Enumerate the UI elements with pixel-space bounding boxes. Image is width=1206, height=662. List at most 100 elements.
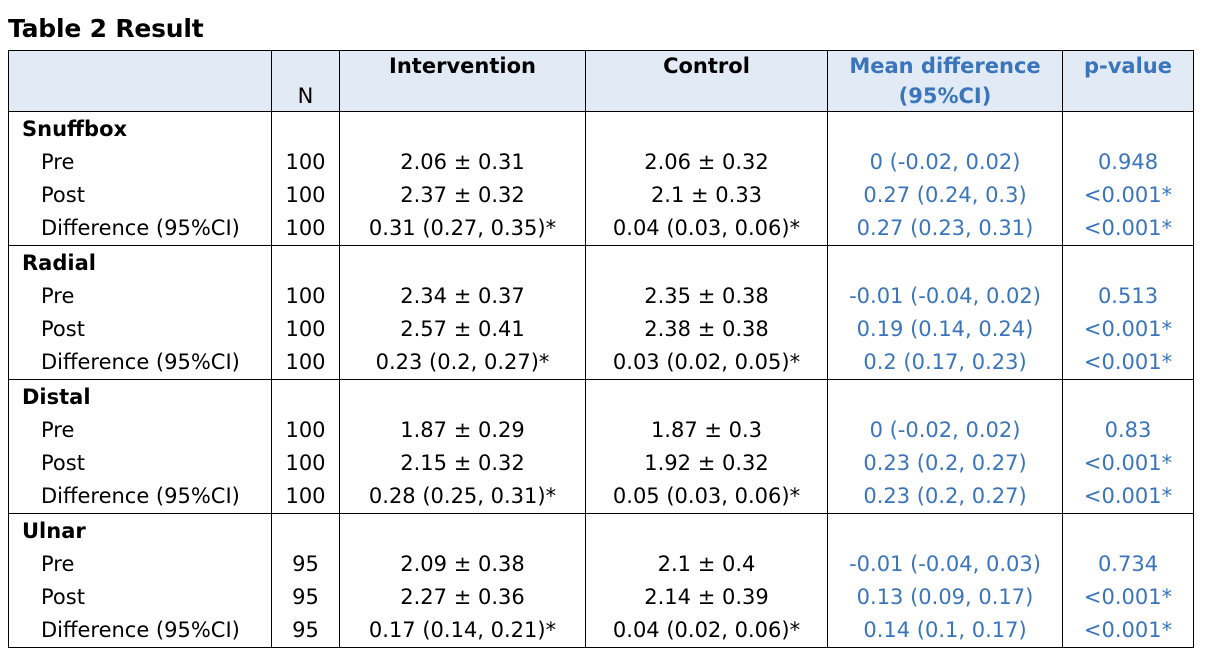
cell-p-value: 0.948 (1062, 146, 1194, 179)
cell-p-value: 0.734 (1062, 548, 1194, 581)
section-empty-cell (1062, 245, 1194, 280)
cell-intervention: 0.23 (0.2, 0.27)* (339, 346, 586, 380)
cell-intervention: 2.15 ± 0.32 (339, 447, 586, 480)
cell-control: 0.03 (0.02, 0.05)* (585, 346, 828, 380)
cell-control: 1.92 ± 0.32 (585, 447, 828, 480)
cell-mean-difference: -0.01 (-0.04, 0.03) (827, 548, 1063, 581)
cell-control: 2.14 ± 0.39 (585, 581, 828, 614)
row-label: Pre (8, 146, 272, 179)
cell-n: 100 (271, 447, 340, 480)
section-empty-cell (827, 245, 1063, 280)
cell-mean-difference: 0.27 (0.23, 0.31) (827, 212, 1063, 246)
cell-mean-difference: 0.13 (0.09, 0.17) (827, 581, 1063, 614)
cell-control: 0.04 (0.03, 0.06)* (585, 212, 828, 246)
section-empty-cell (1062, 379, 1194, 414)
cell-intervention: 2.09 ± 0.38 (339, 548, 586, 581)
cell-n: 100 (271, 280, 340, 313)
cell-mean-difference: 0.23 (0.2, 0.27) (827, 480, 1063, 514)
section-empty-cell (271, 111, 340, 146)
cell-p-value: <0.001* (1062, 447, 1194, 480)
cell-n: 100 (271, 146, 340, 179)
cell-intervention: 1.87 ± 0.29 (339, 414, 586, 447)
row-label: Difference (95%CI) (8, 614, 272, 648)
row-label: Difference (95%CI) (8, 212, 272, 246)
section-empty-cell (585, 245, 828, 280)
cell-n: 100 (271, 313, 340, 346)
section-empty-cell (585, 111, 828, 146)
cell-intervention: 2.57 ± 0.41 (339, 313, 586, 346)
cell-control: 2.06 ± 0.32 (585, 146, 828, 179)
section-row-distal: Distal (8, 379, 1194, 414)
cell-p-value: 0.513 (1062, 280, 1194, 313)
cell-n: 100 (271, 480, 340, 514)
table-row: Post 100 2.15 ± 0.32 1.92 ± 0.32 0.23 (0.2, … (8, 447, 1194, 480)
cell-mean-difference: -0.01 (-0.04, 0.02) (827, 280, 1063, 313)
cell-control: 0.05 (0.03, 0.06)* (585, 480, 828, 514)
cell-n: 95 (271, 548, 340, 581)
table-row: Pre 100 2.34 ± 0.37 2.35 ± 0.38 -0.01 (-0.04… (8, 280, 1194, 313)
cell-control: 2.1 ± 0.33 (585, 179, 828, 212)
cell-n: 95 (271, 581, 340, 614)
cell-mean-difference: 0 (-0.02, 0.02) (827, 146, 1063, 179)
row-label: Post (8, 313, 272, 346)
header-control: Control (585, 50, 828, 112)
header-p-value: p-value (1062, 50, 1194, 112)
cell-n: 100 (271, 179, 340, 212)
cell-intervention: 0.17 (0.14, 0.21)* (339, 614, 586, 648)
table-row: Post 95 2.27 ± 0.36 2.14 ± 0.39 0.13 (0.09, … (8, 581, 1194, 614)
cell-control: 1.87 ± 0.3 (585, 414, 828, 447)
section-row-ulnar: Ulnar (8, 513, 1194, 548)
header-n: N (271, 50, 340, 112)
table-row: Post 100 2.57 ± 0.41 2.38 ± 0.38 0.19 (0.14,… (8, 313, 1194, 346)
cell-mean-difference: 0.14 (0.1, 0.17) (827, 614, 1063, 648)
section-empty-cell (585, 379, 828, 414)
row-label: Pre (8, 280, 272, 313)
table-row: Difference (95%CI) 100 0.23 (0.2, 0.27)* 0.… (8, 346, 1194, 380)
cell-control: 2.38 ± 0.38 (585, 313, 828, 346)
section-label: Ulnar (8, 513, 272, 548)
table-header: N Intervention Control Mean difference (… (8, 50, 1194, 112)
cell-p-value: <0.001* (1062, 212, 1194, 246)
results-table: N Intervention Control Mean difference (… (8, 50, 1194, 648)
cell-mean-difference: 0.23 (0.2, 0.27) (827, 447, 1063, 480)
header-mean-difference-line1: Mean difference (849, 54, 1041, 78)
section-empty-cell (827, 111, 1063, 146)
cell-control: 2.35 ± 0.38 (585, 280, 828, 313)
table-row: Post 100 2.37 ± 0.32 2.1 ± 0.33 0.27 (0.24, … (8, 179, 1194, 212)
table-row: Difference (95%CI) 100 0.28 (0.25, 0.31)* 0… (8, 480, 1194, 514)
row-label: Difference (95%CI) (8, 346, 272, 380)
section-empty-cell (827, 513, 1063, 548)
cell-n: 100 (271, 346, 340, 380)
cell-intervention: 0.31 (0.27, 0.35)* (339, 212, 586, 246)
cell-p-value: <0.001* (1062, 581, 1194, 614)
cell-intervention: 0.28 (0.25, 0.31)* (339, 480, 586, 514)
table-row: Difference (95%CI) 100 0.31 (0.27, 0.35)* 0… (8, 212, 1194, 246)
table-row: Difference (95%CI) 95 0.17 (0.14, 0.21)* 0.… (8, 614, 1194, 648)
section-empty-cell (339, 513, 586, 548)
section-empty-cell (1062, 513, 1194, 548)
cell-n: 95 (271, 614, 340, 648)
cell-n: 100 (271, 414, 340, 447)
section-row-radial: Radial (8, 245, 1194, 280)
header-row: N Intervention Control Mean difference (… (8, 50, 1194, 112)
cell-p-value: <0.001* (1062, 346, 1194, 380)
section-empty-cell (271, 245, 340, 280)
section-empty-cell (1062, 111, 1194, 146)
cell-intervention: 2.06 ± 0.31 (339, 146, 586, 179)
section-label: Radial (8, 245, 272, 280)
cell-control: 0.04 (0.02, 0.06)* (585, 614, 828, 648)
section-row-snuffbox: Snuffbox (8, 111, 1194, 146)
row-label: Difference (95%CI) (8, 480, 272, 514)
cell-mean-difference: 0 (-0.02, 0.02) (827, 414, 1063, 447)
cell-mean-difference: 0.19 (0.14, 0.24) (827, 313, 1063, 346)
cell-intervention: 2.34 ± 0.37 (339, 280, 586, 313)
cell-intervention: 2.27 ± 0.36 (339, 581, 586, 614)
header-blank (8, 50, 272, 112)
section-empty-cell (271, 513, 340, 548)
cell-intervention: 2.37 ± 0.32 (339, 179, 586, 212)
section-empty-cell (271, 379, 340, 414)
table-title: Table 2 Result (8, 14, 204, 43)
cell-mean-difference: 0.2 (0.17, 0.23) (827, 346, 1063, 380)
table-row: Pre 100 2.06 ± 0.31 2.06 ± 0.32 0 (-0.02, 0.… (8, 146, 1194, 179)
row-label: Pre (8, 548, 272, 581)
